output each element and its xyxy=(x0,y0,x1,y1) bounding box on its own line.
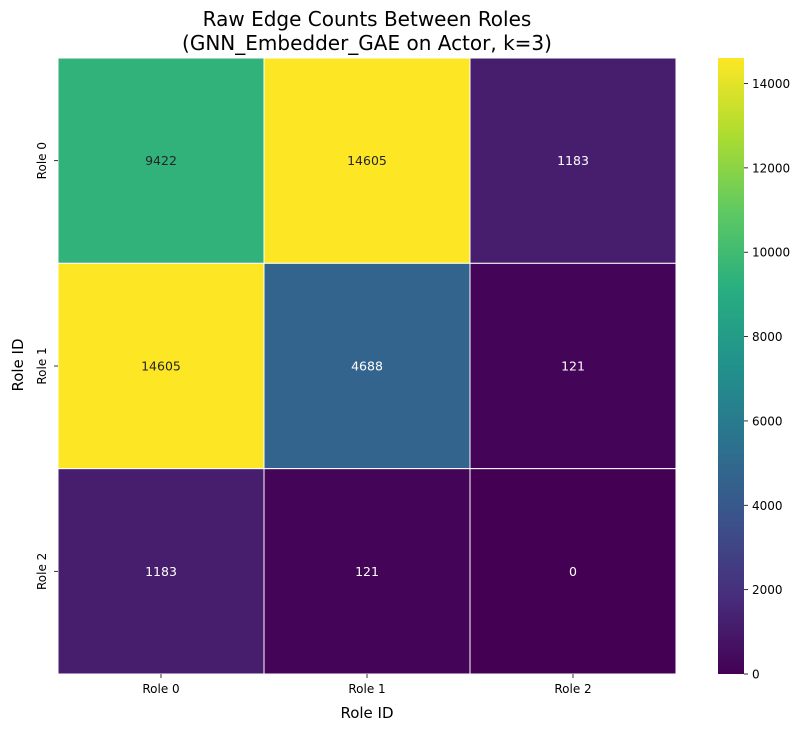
chart-title-line-1: Raw Edge Counts Between Roles xyxy=(203,7,532,31)
chart-title-line-2: (GNN_Embedder_GAE on Actor, k=3) xyxy=(182,31,552,55)
colorbar-tick-label: 12000 xyxy=(752,161,790,175)
x-tick-label: Role 0 xyxy=(142,682,179,696)
y-tick-label: Role 0 xyxy=(35,142,49,179)
y-axis-label: Role ID xyxy=(9,338,27,391)
cell-value-label: 1183 xyxy=(557,153,589,168)
cell-value-label: 121 xyxy=(561,359,585,374)
heatmap-cell-r0-c2 xyxy=(469,57,677,264)
y-tick-label: Role 2 xyxy=(35,553,49,590)
colorbar-tick-label: 10000 xyxy=(752,246,790,260)
colorbar-tick-label: 4000 xyxy=(752,499,783,513)
colorbar-ticks: 0 2000 4000 6000 8000 10000 12000 14000 xyxy=(744,77,790,682)
colorbar-tick-label: 2000 xyxy=(752,583,783,597)
heatmap-cell-r1-c1 xyxy=(263,262,471,470)
colorbar-tick-label: 6000 xyxy=(752,414,783,428)
cell-value-label: 1183 xyxy=(145,564,177,579)
cell-value-label: 14605 xyxy=(141,359,181,374)
heatmap-cells: 9422 14605 1183 14605 4688 121 1183 121 0 xyxy=(57,57,677,675)
colorbar-tick-label: 8000 xyxy=(752,330,783,344)
x-axis-ticks: Role 0 Role 1 Role 2 xyxy=(142,674,592,696)
y-axis-ticks: Role 0 Role 1 Role 2 xyxy=(35,142,58,590)
colorbar-tick-label: 0 xyxy=(752,668,760,682)
x-axis-label: Role ID xyxy=(340,704,393,722)
x-tick-label: Role 2 xyxy=(554,682,591,696)
colorbar-tick-label: 14000 xyxy=(752,77,790,91)
x-tick-label: Role 1 xyxy=(348,682,385,696)
heatmap-cell-r2-c1 xyxy=(263,468,471,675)
cell-value-label: 0 xyxy=(569,564,577,579)
cell-value-label: 121 xyxy=(355,564,379,579)
heatmap-cell-r1-c2 xyxy=(469,262,677,470)
heatmap-cell-r0-c0 xyxy=(57,57,265,264)
y-tick-label: Role 1 xyxy=(35,347,49,384)
colorbar xyxy=(718,58,744,674)
heatmap-cell-r1-c0 xyxy=(57,262,265,470)
cell-value-label: 14605 xyxy=(347,153,387,168)
heatmap-cell-r2-c0 xyxy=(57,468,265,675)
cell-value-label: 4688 xyxy=(351,359,383,374)
cell-value-label: 9422 xyxy=(145,153,177,168)
heatmap-cell-r0-c1 xyxy=(263,57,471,264)
